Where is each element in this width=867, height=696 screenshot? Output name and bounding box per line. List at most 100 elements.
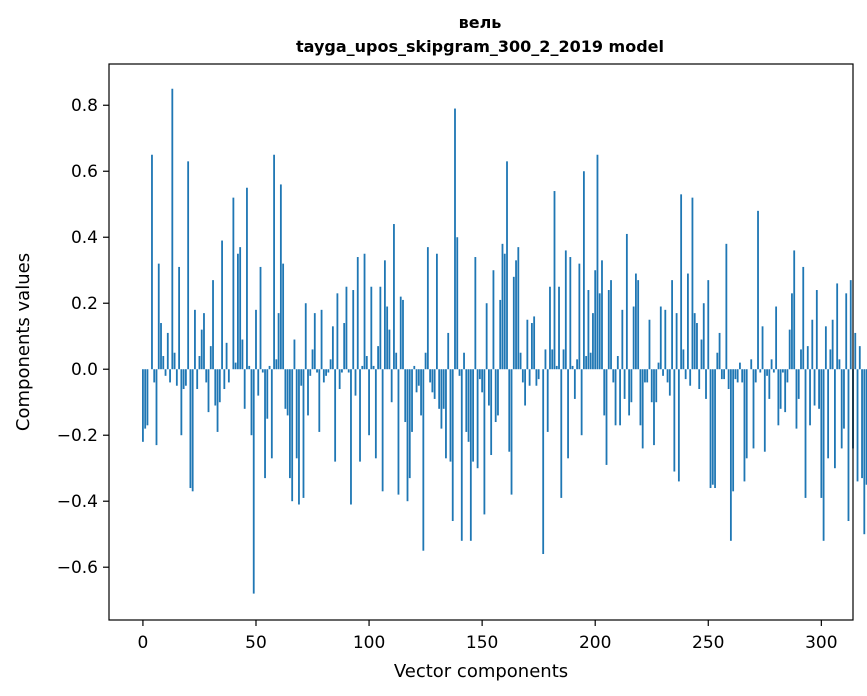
bar-90 <box>345 286 348 370</box>
bar-202 <box>598 293 601 370</box>
bar-178 <box>544 349 547 370</box>
bar-121 <box>415 369 418 393</box>
bar-134 <box>445 369 447 459</box>
bar-82 <box>327 369 330 373</box>
bar-266 <box>743 369 746 482</box>
bar-271 <box>754 369 757 383</box>
bar-256 <box>720 369 723 380</box>
bar-225 <box>650 369 653 403</box>
bar-45 <box>243 369 246 409</box>
bar-77 <box>316 369 318 373</box>
x-tick-label: 300 <box>805 633 837 653</box>
bar-293 <box>804 369 807 498</box>
y-tick-label: −0.6 <box>57 558 98 578</box>
bar-25 <box>198 356 201 370</box>
bar-52 <box>259 266 262 370</box>
bar-283 <box>781 369 784 373</box>
bar-14 <box>173 352 176 370</box>
bar-99 <box>365 356 368 370</box>
bar-232 <box>666 369 669 383</box>
bar-310 <box>843 369 845 429</box>
bar-275 <box>763 369 766 452</box>
bar-160 <box>503 253 506 370</box>
bar-125 <box>424 352 427 370</box>
bar-237 <box>677 369 680 482</box>
bar-177 <box>542 369 545 555</box>
bar-153 <box>488 369 490 406</box>
y-tick-label: −0.4 <box>57 492 98 512</box>
bar-114 <box>399 296 402 370</box>
bar-294 <box>806 346 809 370</box>
bar-179 <box>546 369 549 432</box>
bar-227 <box>655 369 658 403</box>
bar-79 <box>320 309 323 370</box>
bar-277 <box>768 369 771 399</box>
bar-212 <box>621 309 624 370</box>
bar-167 <box>519 352 522 370</box>
bar-0 <box>142 369 144 442</box>
bar-197 <box>587 290 590 370</box>
bar-139 <box>456 237 459 370</box>
bar-8 <box>160 323 162 370</box>
bar-130 <box>435 253 438 370</box>
bar-129 <box>433 369 436 399</box>
bar-276 <box>766 369 768 376</box>
bar-61 <box>279 184 282 370</box>
x-axis: 0 50 100 150 200 250 300 <box>138 620 838 653</box>
bar-158 <box>499 299 502 370</box>
bar-151 <box>483 369 486 515</box>
bar-172 <box>530 323 533 370</box>
bar-55 <box>266 369 269 419</box>
bar-21 <box>189 369 192 489</box>
bar-series <box>142 88 867 594</box>
bar-1 <box>144 369 147 429</box>
bar-259 <box>727 369 730 390</box>
bar-112 <box>395 352 398 370</box>
bar-4 <box>151 154 153 370</box>
bar-150 <box>481 369 484 393</box>
bar-137 <box>451 369 454 522</box>
bar-11 <box>166 332 169 370</box>
bar-69 <box>298 369 300 505</box>
bar-296 <box>811 319 814 370</box>
bar-143 <box>465 369 468 432</box>
bar-319 <box>863 369 866 535</box>
bar-98 <box>363 253 366 370</box>
bar-298 <box>815 290 818 370</box>
bar-135 <box>447 332 450 370</box>
bar-12 <box>169 369 171 383</box>
bar-201 <box>596 154 599 370</box>
bar-7 <box>157 263 160 370</box>
bar-72 <box>304 303 307 370</box>
bar-88 <box>341 369 343 373</box>
bar-41 <box>234 362 237 370</box>
bar-149 <box>478 369 481 380</box>
bar-200 <box>594 270 597 370</box>
bar-68 <box>295 369 298 459</box>
bar-53 <box>261 369 264 373</box>
bar-174 <box>535 369 538 386</box>
bar-144 <box>467 369 470 442</box>
bar-205 <box>605 369 608 465</box>
bar-170 <box>526 319 529 370</box>
bar-223 <box>646 369 649 383</box>
bar-66 <box>291 369 294 502</box>
bar-58 <box>273 154 275 370</box>
bar-173 <box>533 316 536 370</box>
bar-35 <box>221 240 223 370</box>
bar-56 <box>268 365 271 370</box>
bar-106 <box>381 369 384 492</box>
bar-33 <box>216 369 219 432</box>
bar-116 <box>404 369 407 423</box>
bar-147 <box>474 257 477 370</box>
bar-122 <box>417 369 420 386</box>
bar-209 <box>614 369 617 426</box>
bar-285 <box>786 369 789 383</box>
bar-301 <box>822 369 825 541</box>
bar-188 <box>567 369 569 459</box>
bar-175 <box>537 369 540 380</box>
bar-248 <box>702 303 705 370</box>
bar-17 <box>180 369 183 436</box>
bar-269 <box>750 359 753 370</box>
